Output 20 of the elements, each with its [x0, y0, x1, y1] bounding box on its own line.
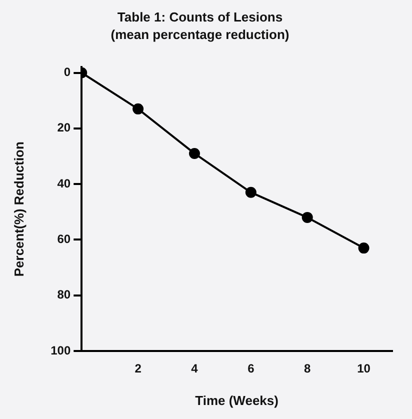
chart-title: Table 1: Counts of Lesions	[117, 9, 283, 24]
x-tick-label: 2	[134, 362, 142, 376]
point	[358, 242, 370, 254]
y-tick-label: 20	[57, 120, 71, 135]
point	[302, 212, 313, 223]
x-axis-title: Time (Weeks)	[195, 392, 278, 408]
y-tick-label: 60	[57, 232, 71, 246]
y-tick-label: 100	[50, 343, 71, 358]
x-tick-label: 8	[304, 362, 312, 376]
point	[132, 103, 144, 114]
y-axis-title: Percent(%) Reduction	[11, 142, 26, 277]
chart-subtitle: (mean percentage reduction)	[110, 26, 290, 42]
y-tick-label: 40	[57, 176, 71, 190]
y-tick-label: 80	[57, 288, 71, 302]
x-tick-label: 4	[191, 362, 198, 376]
y-tick-label: 0	[64, 65, 71, 80]
point	[245, 186, 256, 198]
x-tick-label: 6	[248, 362, 255, 376]
point	[188, 148, 200, 159]
x-tick-label: 10	[357, 362, 371, 376]
